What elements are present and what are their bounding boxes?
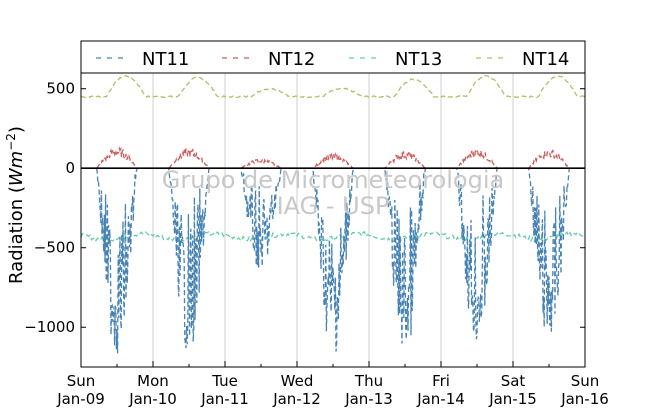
series-line-nt13 [80, 230, 586, 243]
legend-label: NT12 [268, 49, 315, 70]
y-axis-label-unit: Wm [6, 151, 27, 186]
y-tick-label: −1000 [24, 318, 75, 336]
x-tick-label-date: Jan-10 [128, 390, 177, 408]
legend-label: NT13 [395, 49, 442, 70]
y-axis-label-exponent: −2 [4, 133, 18, 151]
x-tick-label-day: Sun [571, 372, 600, 390]
y-axis-label-text: Radiation ( [6, 186, 27, 284]
x-tick-label-date: Jan-11 [200, 390, 249, 408]
x-tick-label-day: Sun [67, 372, 96, 390]
y-axis-label-close: ) [6, 126, 27, 133]
x-tick-label-day: Sat [501, 372, 526, 390]
x-tick-label-day: Wed [281, 372, 314, 390]
axis-ticks: 5000−500−1000SunJan-09MonJan-10TueJan-11… [24, 80, 609, 408]
y-axis-label: Radiation (Wm−2) [4, 126, 27, 284]
x-tick-label-date: Jan-09 [56, 390, 105, 408]
x-tick-label-day: Fri [432, 372, 450, 390]
watermark-line-2: IAG - USP [277, 192, 390, 220]
grid-lines [152, 73, 514, 367]
x-tick-label-date: Jan-15 [488, 390, 537, 408]
y-tick-label: 500 [46, 80, 75, 98]
watermark: Grupo de Micrometeorologia IAG - USP [162, 166, 504, 220]
legend-label: NT11 [142, 49, 189, 70]
y-tick-label: −500 [34, 239, 75, 257]
x-tick-label-day: Mon [137, 372, 169, 390]
legend-label: NT14 [522, 49, 569, 70]
x-tick-label-day: Thu [354, 372, 383, 390]
x-tick-label-date: Jan-14 [416, 390, 465, 408]
watermark-line-1: Grupo de Micrometeorologia [162, 166, 504, 194]
x-tick-label-day: Tue [211, 372, 238, 390]
x-tick-label-date: Jan-13 [344, 390, 393, 408]
y-tick-label: 0 [65, 159, 75, 177]
x-tick-label-date: Jan-12 [272, 390, 321, 408]
x-tick-label-date: Jan-16 [560, 390, 609, 408]
series-line-nt14 [80, 74, 586, 99]
legend: NT11 NT12 NT13 NT14 [96, 49, 569, 70]
